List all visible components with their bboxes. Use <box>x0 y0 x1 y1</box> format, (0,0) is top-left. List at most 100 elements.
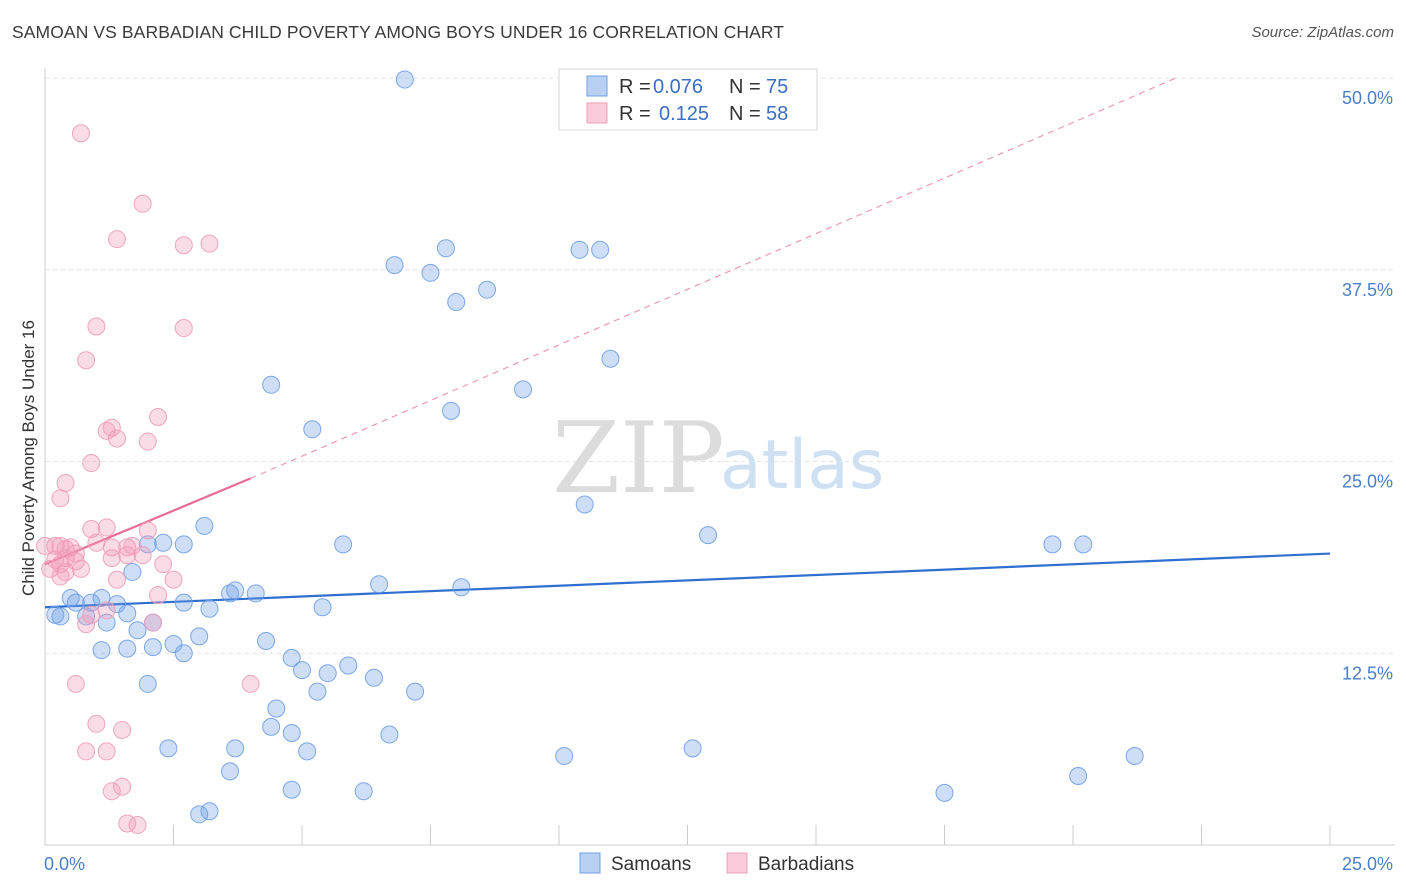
samoans-point <box>354 782 373 801</box>
y-tick-label: 25.0% <box>1342 472 1393 492</box>
samoans-point <box>436 239 455 258</box>
samoans-point <box>935 783 954 802</box>
legend-samoans-r-label: R = <box>619 76 651 98</box>
axes <box>44 68 1395 846</box>
legend-samoans-swatch <box>586 75 608 97</box>
samoans-point <box>46 605 65 624</box>
samoans-point <box>118 604 137 623</box>
barbadians-point <box>102 538 121 557</box>
samoans-point <box>66 593 85 612</box>
samoans-point <box>514 380 533 399</box>
top-legend: R = 0.076 N = 75 R = 0.125 N = 58 <box>558 68 818 131</box>
samoans-point <box>447 292 466 311</box>
barbadians-point <box>71 124 90 143</box>
samoans-point <box>1074 535 1093 554</box>
samoans-point <box>226 739 245 758</box>
barbadians-point <box>56 549 75 568</box>
watermark: ZIP atlas <box>552 402 884 516</box>
samoans-point <box>1069 766 1088 785</box>
samoans-point <box>138 674 157 693</box>
barbadians-point <box>87 714 106 733</box>
barbadians-point <box>241 674 260 693</box>
samoans-point <box>683 739 702 758</box>
barbadians-point <box>113 720 132 739</box>
y-tick-label: 37.5% <box>1342 280 1393 300</box>
barbadians-point <box>149 585 168 604</box>
barbadians-point <box>66 674 85 693</box>
samoans-point <box>138 535 157 554</box>
samoans-point <box>1125 747 1144 766</box>
barbadians-point <box>71 559 90 578</box>
barbadians-point <box>66 544 85 563</box>
y-tick-label: 50.0% <box>1342 88 1393 108</box>
barbadians-point <box>143 613 162 632</box>
barbadians-point <box>97 742 116 761</box>
samoans-point <box>1043 535 1062 554</box>
samoans-point <box>555 747 574 766</box>
barbadians-point <box>102 782 121 801</box>
samoans-point <box>395 70 414 89</box>
samoans-point <box>303 420 322 439</box>
samoans-point <box>200 599 219 618</box>
samoans-point <box>318 664 337 683</box>
barbadians-point <box>77 742 96 761</box>
samoans-point <box>164 635 183 654</box>
bottom-legend-samoans-swatch <box>579 852 601 874</box>
samoans-point <box>154 533 173 552</box>
barbadians-point <box>107 230 126 249</box>
samoans-point <box>246 584 265 603</box>
y-tick-labels: 12.5% 25.0% 37.5% 50.0% <box>1342 88 1393 683</box>
samoans-point <box>478 280 497 299</box>
barbadians-point <box>118 546 137 565</box>
barbadians-points <box>36 124 260 835</box>
trend-lines <box>44 77 1331 609</box>
barbadians-point <box>200 234 219 253</box>
bottom-legend-barbadians-swatch <box>726 852 748 874</box>
samoans-point <box>421 263 440 282</box>
barbadians-point <box>77 351 96 370</box>
legend-samoans-n-label: N = <box>729 76 761 98</box>
samoans-point <box>174 535 193 554</box>
samoans-point <box>591 240 610 259</box>
bottom-legend-samoans: Samoans <box>611 854 691 875</box>
barbadians-point <box>51 567 70 586</box>
samoans-point <box>575 495 594 514</box>
samoans-point <box>293 661 311 680</box>
samoans-point <box>282 724 301 743</box>
samoans-point <box>308 682 327 701</box>
samoans-point <box>267 699 286 718</box>
barbadians-point <box>46 536 65 555</box>
legend-barbadians-n: 58 <box>766 103 788 125</box>
samoans-point <box>262 717 281 736</box>
samoans-point <box>226 581 245 600</box>
samoans-point <box>257 631 276 650</box>
samoans-point <box>452 578 471 597</box>
samoans-trend-line <box>44 552 1331 609</box>
samoans-point <box>601 349 620 368</box>
samoans-point <box>107 595 126 614</box>
chart-title: SAMOAN VS BARBADIAN CHILD POVERTY AMONG … <box>12 22 785 42</box>
samoans-point <box>128 621 147 640</box>
samoans-point <box>195 516 214 535</box>
barbadians-point <box>41 559 60 578</box>
samoans-points <box>46 70 1144 824</box>
bottom-legend: Samoans Barbadians <box>579 852 854 875</box>
barbadians-point <box>51 489 70 508</box>
barbadians-point <box>133 194 152 213</box>
barbadians-point <box>77 615 96 634</box>
barbadians-point <box>174 236 193 255</box>
samoans-point <box>282 648 301 667</box>
x-tick-label-max: 25.0% <box>1342 854 1393 874</box>
barbadians-point <box>149 408 168 427</box>
barbadians-point <box>107 429 126 448</box>
barbadians-point <box>107 570 126 589</box>
barbadians-point <box>36 536 54 555</box>
barbadians-point <box>154 555 173 574</box>
legend-barbadians-r: 0.125 <box>659 103 709 125</box>
barbadians-point <box>133 546 152 565</box>
y-axis-label: Child Poverty Among Boys Under 16 <box>19 320 38 596</box>
samoans-point <box>200 802 219 821</box>
source-label: Source: ZipAtlas.com <box>1251 24 1394 41</box>
y-tick-label: 12.5% <box>1342 663 1393 683</box>
